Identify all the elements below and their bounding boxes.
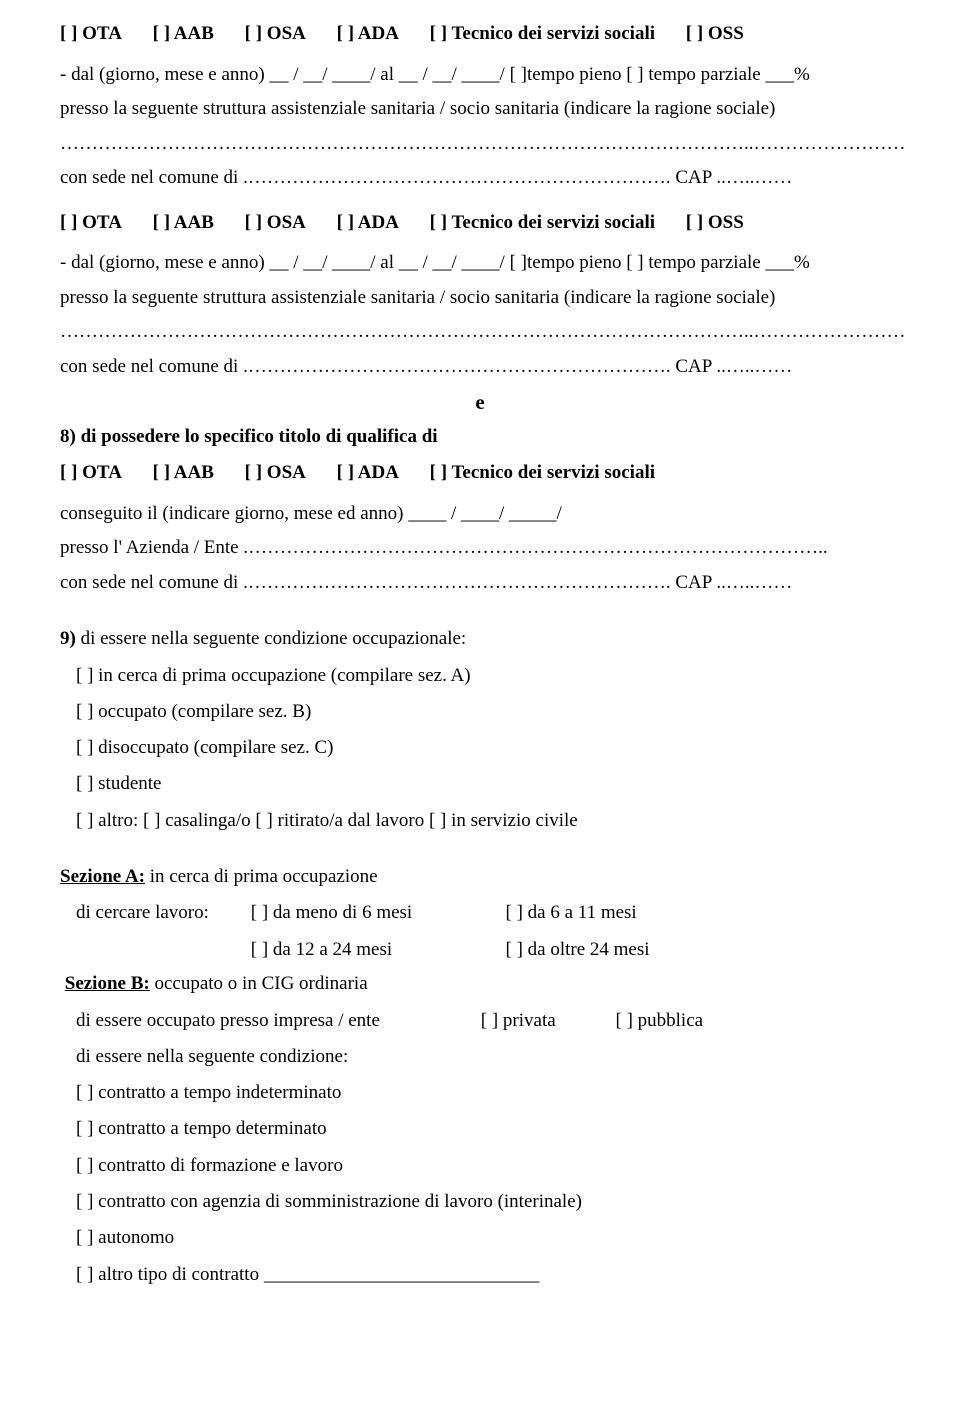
cb-osa[interactable]: [ ] OSA [245,23,306,44]
sezione-a-label: Sezione A: [60,866,145,887]
role-checkbox-row-q8: [ ] OTA [ ] AAB [ ] OSA [ ] ADA [ ] Tecn… [60,459,900,488]
sezB-condizione-label: di essere nella seguente condizione: [76,1041,900,1073]
cb-ota-2[interactable]: [ ] OTA [60,212,122,233]
sezB-c4[interactable]: [ ] contratto con agenzia di somministra… [76,1186,900,1218]
sezione-b-header: Sezione B: occupato o in CIG ordinaria [60,970,900,999]
sezA-o3[interactable]: [ ] da 12 a 24 mesi [251,934,501,966]
sezA-row1: di cercare lavoro: [ ] da meno di 6 mesi… [76,897,900,929]
q8-cb-aab[interactable]: [ ] AAB [153,462,214,483]
sezA-o1[interactable]: [ ] da meno di 6 mesi [251,897,501,929]
cb-ada[interactable]: [ ] ADA [337,23,399,44]
role-checkbox-row-2: [ ] OTA [ ] AAB [ ] OSA [ ] ADA [ ] Tecn… [60,209,900,238]
cb-osa-2[interactable]: [ ] OSA [245,212,306,233]
sezione-a-header: Sezione A: in cerca di prima occupazione [60,863,900,892]
cb-oss[interactable]: [ ] OSS [686,23,744,44]
q8-cb-tecnico[interactable]: [ ] Tecnico dei servizi sociali [430,462,655,483]
q8-cb-ada[interactable]: [ ] ADA [337,462,399,483]
sezA-o4[interactable]: [ ] da oltre 24 mesi [506,939,650,960]
cb-ota[interactable]: [ ] OTA [60,23,122,44]
sezB-c1[interactable]: [ ] contratto a tempo indeterminato [76,1077,900,1109]
dots-line-1: ………………………………………………………………………………………………..……… [60,130,900,159]
sezB-c5[interactable]: [ ] autonomo [76,1222,900,1254]
cb-oss-2[interactable]: [ ] OSS [686,212,744,233]
sezB-privata[interactable]: [ ] privata [481,1005,611,1037]
q9-opt-e[interactable]: [ ] altro: [ ] casalinga/o [ ] ritirato/… [76,805,900,837]
period-line-1: - dal (giorno, mese e anno) __ / __/ ___… [60,61,900,90]
cb-aab[interactable]: [ ] AAB [153,23,214,44]
sede-line-q8: con sede nel comune di .…………………………………………… [60,569,900,598]
separator-e: e [60,387,900,419]
q9-title: 9) 9) di essere nella seguente condizion… [60,625,900,654]
sezB-c3[interactable]: [ ] contratto di formazione e lavoro [76,1150,900,1182]
sezA-row2: [ ] da 12 a 24 mesi [ ] da oltre 24 mesi [76,934,900,966]
sezB-c6[interactable]: [ ] altro tipo di contratto ____________… [76,1259,900,1291]
cb-ada-2[interactable]: [ ] ADA [337,212,399,233]
sezA-lavoro-label: di cercare lavoro: [76,897,246,929]
cb-tecnico[interactable]: [ ] Tecnico dei servizi sociali [430,23,655,44]
dots-line-2: ………………………………………………………………………………………………..……… [60,318,900,347]
sezB-c2[interactable]: [ ] contratto a tempo determinato [76,1113,900,1145]
q8-cb-osa[interactable]: [ ] OSA [245,462,306,483]
cb-aab-2[interactable]: [ ] AAB [153,212,214,233]
presso-line-2: presso la seguente struttura assistenzia… [60,284,900,313]
conseguito-line: conseguito il (indicare giorno, mese ed … [60,500,900,529]
q9-opt-a[interactable]: [ ] in cerca di prima occupazione (compi… [76,660,900,692]
sezione-b-label: Sezione B: [65,973,150,994]
role-checkbox-row-1: [ ] OTA [ ] AAB [ ] OSA [ ] ADA [ ] Tecn… [60,20,900,49]
q9-opt-c[interactable]: [ ] disoccupato (compilare sez. C) [76,732,900,764]
cb-tecnico-2[interactable]: [ ] Tecnico dei servizi sociali [430,212,655,233]
sezB-occupato-label: di essere occupato presso impresa / ente [76,1005,476,1037]
q8-cb-ota[interactable]: [ ] OTA [60,462,122,483]
sede-line-1: con sede nel comune di .…………………………………………… [60,164,900,193]
sezione-a-text: in cerca di prima occupazione [145,866,378,887]
sezione-b-text: occupato o in CIG ordinaria [150,973,368,994]
q8-title: 8) di possedere lo specifico titolo di q… [60,423,900,452]
period-line-2: - dal (giorno, mese e anno) __ / __/ ___… [60,249,900,278]
sede-line-2: con sede nel comune di .…………………………………………… [60,353,900,382]
q9-opt-b[interactable]: [ ] occupato (compilare sez. B) [76,696,900,728]
sezB-pubblica[interactable]: [ ] pubblica [616,1010,704,1031]
sezA-o2[interactable]: [ ] da 6 a 11 mesi [506,902,637,923]
sezB-occupato-row: di essere occupato presso impresa / ente… [76,1005,900,1037]
azienda-line: presso l' Azienda / Ente .……………………………………… [60,534,900,563]
presso-line-1: presso la seguente struttura assistenzia… [60,95,900,124]
q9-opt-d[interactable]: [ ] studente [76,768,900,800]
